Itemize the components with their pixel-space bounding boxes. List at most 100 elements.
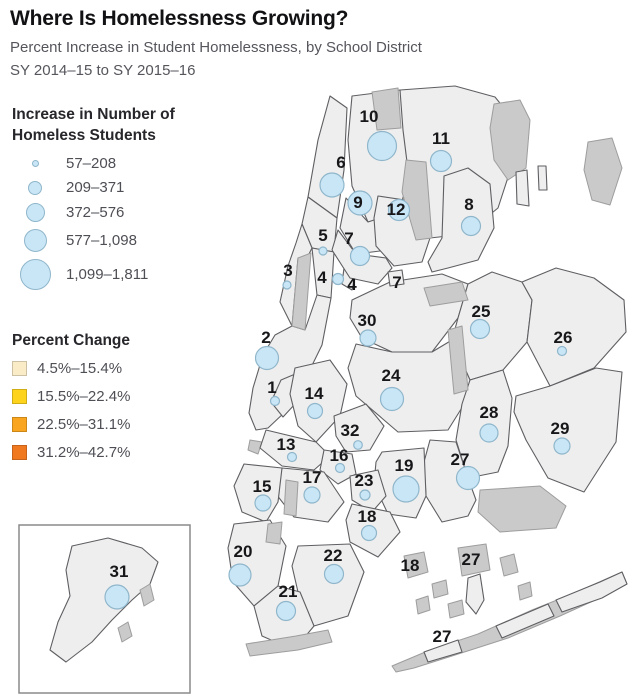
district-8-region <box>427 167 495 273</box>
bay-island <box>431 579 449 599</box>
district-26-bubble <box>556 345 568 357</box>
color-swatch <box>12 417 27 432</box>
district-8-label: 8 <box>464 195 473 214</box>
school-year-range: SY 2014–15 to SY 2015–16 <box>10 62 196 79</box>
district-14-label: 14 <box>305 384 324 403</box>
district-21-label: 21 <box>279 582 298 601</box>
district-12-bubble <box>387 198 411 222</box>
size-legend-bubble <box>12 259 58 290</box>
district-31-region <box>49 537 159 663</box>
district-31-label: 31 <box>110 562 129 581</box>
coney-island-strip <box>245 629 333 657</box>
size-legend-label: 57–208 <box>66 155 117 172</box>
district-27-label: 27 <box>433 627 452 646</box>
size-legend-item: 57–208 <box>12 155 227 172</box>
district-10-bubble <box>366 130 398 162</box>
district-7-label: 7 <box>392 273 401 292</box>
rockaway-segment <box>423 639 463 663</box>
district-5-bubble <box>318 246 328 256</box>
district-23-label: 23 <box>355 471 374 490</box>
district-31-bubble <box>104 584 130 610</box>
color-legend: Percent Change 4.5%–15.4% 15.5%–22.4% 22.5… <box>12 330 227 472</box>
prospect-park <box>283 479 299 517</box>
district-22-bubble <box>323 563 345 585</box>
district-11-bubble <box>429 149 453 173</box>
district-18-label: 18 <box>401 556 420 575</box>
broad-channel-island <box>465 573 485 615</box>
size-legend-bubble <box>12 180 58 195</box>
district-4-label: 4 <box>347 275 357 294</box>
district-5-label: 5 <box>318 226 327 245</box>
district-7-label: 7 <box>344 229 353 248</box>
color-legend-label: 31.2%–42.7% <box>37 444 131 461</box>
bay-island <box>499 553 519 577</box>
size-legend-label: 1,099–1,811 <box>66 266 149 283</box>
bubble-swatch <box>23 229 47 252</box>
district-8-bubble <box>460 215 482 237</box>
central-park-area <box>291 252 312 331</box>
size-legend-item: 1,099–1,811 <box>12 259 227 290</box>
bubble-swatch <box>25 203 45 222</box>
bay-island-18 <box>403 551 429 579</box>
district-32-bubble <box>353 440 363 450</box>
size-legend-item: 372–576 <box>12 203 227 222</box>
staten-island-shore <box>139 583 155 607</box>
district-27-label: 27 <box>462 550 481 569</box>
district-21-bubble <box>275 600 297 622</box>
flushing-meadows-park <box>447 325 469 395</box>
bubble-swatch <box>28 180 42 195</box>
district-29-region <box>513 367 623 493</box>
district-2-label: 2 <box>261 328 270 347</box>
size-legend-bubble <box>12 229 58 252</box>
greenwood-cemetery <box>265 521 283 545</box>
bay-island-27 <box>457 543 491 577</box>
jfk-airport <box>477 485 567 533</box>
district-27-bubble <box>455 465 481 491</box>
color-legend-item: 15.5%–22.4% <box>12 388 227 405</box>
size-legend-bubble <box>12 160 58 167</box>
district-13-label: 13 <box>277 435 296 454</box>
color-legend-item: 4.5%–15.4% <box>12 360 227 377</box>
district-24-label: 24 <box>382 366 401 385</box>
district-20-bubble <box>228 563 252 587</box>
district-2-bubble <box>254 345 280 371</box>
header: Where Is Homelessness Growing? Percent I… <box>10 6 610 79</box>
district-16-label: 16 <box>330 446 349 465</box>
district-1-label: 1 <box>267 378 276 397</box>
page-subtitle: Percent Increase in Student Homelessness… <box>10 39 422 56</box>
district-18-bubble <box>360 524 378 542</box>
color-legend-title: Percent Change <box>12 332 131 349</box>
hart-island <box>583 137 623 206</box>
color-swatch <box>12 361 27 376</box>
page-title: Where Is Homelessness Growing? <box>10 7 349 30</box>
size-legend-label: 372–576 <box>66 204 125 221</box>
district-10-label: 10 <box>360 107 379 126</box>
district-9-bubble <box>347 190 373 216</box>
color-legend-label: 15.5%–22.4% <box>37 388 131 405</box>
rockaway-segment <box>495 603 555 639</box>
size-legend: Increase in Number of Homeless Students 5… <box>12 104 227 297</box>
size-legend-bubble <box>12 203 58 222</box>
color-legend-rows: 4.5%–15.4% 15.5%–22.4% 22.5%–31.1% 31.2%–42… <box>12 360 227 461</box>
district-24-bubble <box>379 386 405 412</box>
district-25-label: 25 <box>472 302 491 321</box>
color-legend-item: 31.2%–42.7% <box>12 444 227 461</box>
district-13-bubble <box>286 451 298 463</box>
bay-island <box>517 581 533 601</box>
size-legend-item: 209–371 <box>12 179 227 196</box>
district-22-label: 22 <box>324 546 343 565</box>
district-19-bubble <box>392 475 420 503</box>
city-island <box>515 169 530 207</box>
district-28-label: 28 <box>480 403 499 422</box>
district-28-region <box>455 369 513 479</box>
district-7-bubble <box>349 245 371 267</box>
color-swatch <box>12 389 27 404</box>
district-15-label: 15 <box>253 477 272 496</box>
laguardia-airport <box>423 281 469 307</box>
district-6-label: 6 <box>336 153 345 172</box>
district-29-label: 29 <box>551 419 570 438</box>
district-15-bubble <box>254 494 272 512</box>
district-4-bubble <box>331 272 345 286</box>
district-9-label: 9 <box>353 193 362 212</box>
size-legend-label: 209–371 <box>66 179 125 196</box>
